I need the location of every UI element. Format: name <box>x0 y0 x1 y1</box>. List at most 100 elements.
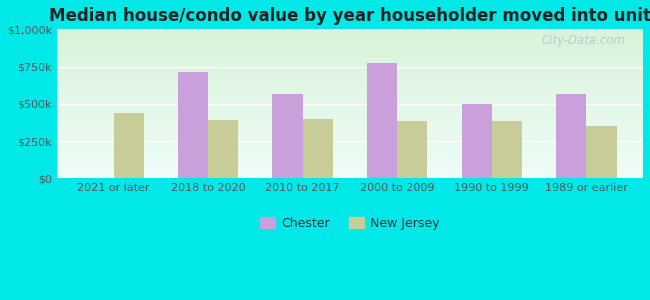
Bar <box>57 43 643 44</box>
Bar <box>57 63 643 64</box>
Bar <box>57 84 643 85</box>
Bar <box>57 129 643 130</box>
Bar <box>57 53 643 54</box>
Bar <box>57 161 643 162</box>
Bar <box>57 149 643 150</box>
Bar <box>57 150 643 151</box>
Bar <box>57 147 643 148</box>
Bar <box>57 171 643 172</box>
Bar <box>57 176 643 177</box>
Bar <box>57 172 643 173</box>
Bar <box>57 81 643 82</box>
Bar <box>57 92 643 93</box>
Bar <box>57 50 643 51</box>
Bar <box>57 106 643 107</box>
Bar <box>57 88 643 89</box>
Bar <box>57 160 643 161</box>
Bar <box>57 57 643 58</box>
Bar <box>57 167 643 168</box>
Bar <box>57 40 643 41</box>
Bar <box>57 164 643 165</box>
Bar <box>367 63 397 178</box>
Bar <box>57 154 643 155</box>
Bar <box>57 58 643 59</box>
Bar <box>57 124 643 125</box>
Bar <box>114 113 144 178</box>
Bar <box>57 145 643 146</box>
Bar <box>57 77 643 78</box>
Bar <box>57 30 643 31</box>
Bar <box>57 103 643 104</box>
Bar <box>57 52 643 53</box>
Bar <box>57 166 643 167</box>
Bar <box>57 148 643 149</box>
Bar <box>57 89 643 90</box>
Bar <box>57 156 643 157</box>
Bar <box>57 45 643 46</box>
Bar <box>57 168 643 169</box>
Bar <box>57 105 643 106</box>
Bar <box>272 94 303 178</box>
Bar <box>57 159 643 160</box>
Bar <box>57 64 643 65</box>
Bar <box>57 177 643 178</box>
Bar <box>57 95 643 96</box>
Bar <box>57 135 643 136</box>
Bar <box>57 65 643 66</box>
Legend: Chester, New Jersey: Chester, New Jersey <box>255 212 445 235</box>
Bar <box>57 130 643 131</box>
Bar <box>57 44 643 45</box>
Bar <box>57 85 643 86</box>
Bar <box>57 72 643 73</box>
Bar <box>57 36 643 37</box>
Bar <box>57 139 643 140</box>
Bar <box>57 153 643 154</box>
Bar <box>57 93 643 94</box>
Bar <box>57 97 643 98</box>
Bar <box>57 112 643 113</box>
Bar <box>57 100 643 101</box>
Bar <box>57 35 643 36</box>
Bar <box>57 173 643 174</box>
Bar <box>57 101 643 102</box>
Bar <box>57 138 643 139</box>
Bar <box>57 131 643 132</box>
Bar <box>57 62 643 63</box>
Bar <box>208 120 239 178</box>
Bar <box>57 140 643 141</box>
Bar <box>57 71 643 72</box>
Bar <box>57 114 643 115</box>
Bar <box>57 132 643 133</box>
Bar <box>57 49 643 50</box>
Bar <box>57 126 643 127</box>
Bar <box>57 141 643 142</box>
Bar <box>57 79 643 80</box>
Bar <box>57 60 643 61</box>
Title: Median house/condo value by year householder moved into unit: Median house/condo value by year househo… <box>49 7 650 25</box>
Bar <box>57 78 643 79</box>
Bar <box>57 68 643 69</box>
Bar <box>57 87 643 88</box>
Text: City-Data.com: City-Data.com <box>541 34 625 47</box>
Bar <box>57 155 643 156</box>
Bar <box>57 51 643 52</box>
Bar <box>57 99 643 100</box>
Bar <box>57 170 643 171</box>
Bar <box>57 116 643 117</box>
Bar <box>57 137 643 138</box>
Bar <box>57 174 643 175</box>
Bar <box>178 73 208 178</box>
Bar <box>57 94 643 95</box>
Bar <box>57 54 643 55</box>
Bar <box>57 74 643 75</box>
Bar <box>57 134 643 135</box>
Bar <box>57 113 643 114</box>
Bar <box>57 56 643 57</box>
Bar <box>57 59 643 60</box>
Bar <box>57 163 643 164</box>
Bar <box>57 31 643 32</box>
Bar <box>397 121 428 178</box>
Bar <box>57 41 643 42</box>
Bar <box>57 151 643 152</box>
Bar <box>586 126 617 178</box>
